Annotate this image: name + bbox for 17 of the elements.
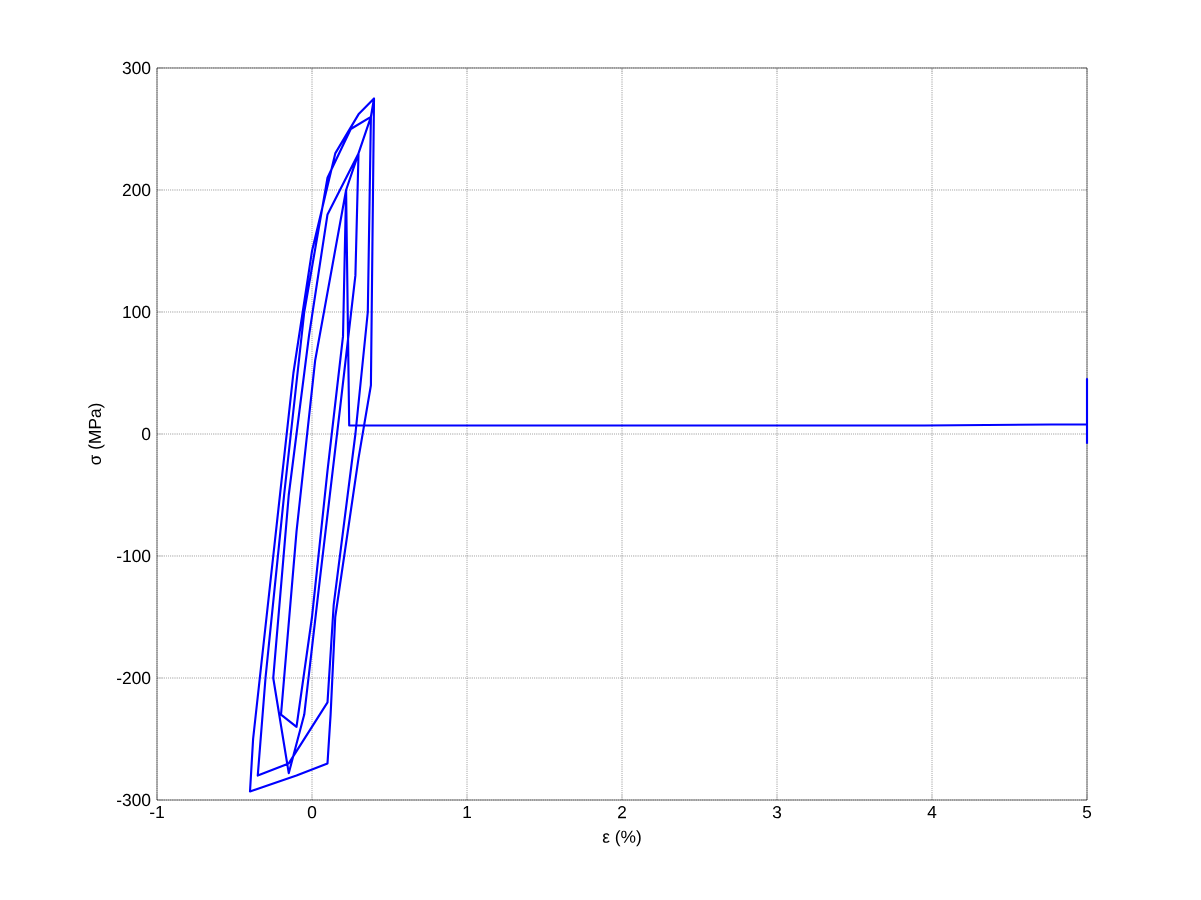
x-tick-label: 2 — [618, 806, 626, 819]
y-tick-label: 0 — [141, 427, 151, 441]
y-axis-title: σ (MPa) — [88, 403, 105, 465]
x-tick-label: 3 — [772, 806, 782, 819]
x-tick-label: 1 — [463, 806, 471, 818]
x-axis-title: ε (%) — [602, 830, 641, 847]
y-tick-label: -200 — [117, 671, 151, 685]
y-tick-label: 200 — [122, 183, 151, 197]
x-tick-label: -1 — [150, 806, 164, 818]
x-tick-label: 4 — [927, 806, 937, 818]
y-tick-label: -300 — [117, 793, 151, 807]
y-tick-label: -100 — [117, 549, 151, 563]
x-tick-label: 0 — [307, 806, 317, 819]
line-series — [248, 97, 1089, 793]
y-tick-label: 100 — [123, 305, 151, 319]
y-tick-label: 300 — [122, 61, 151, 75]
x-tick-label: 5 — [1082, 806, 1092, 819]
